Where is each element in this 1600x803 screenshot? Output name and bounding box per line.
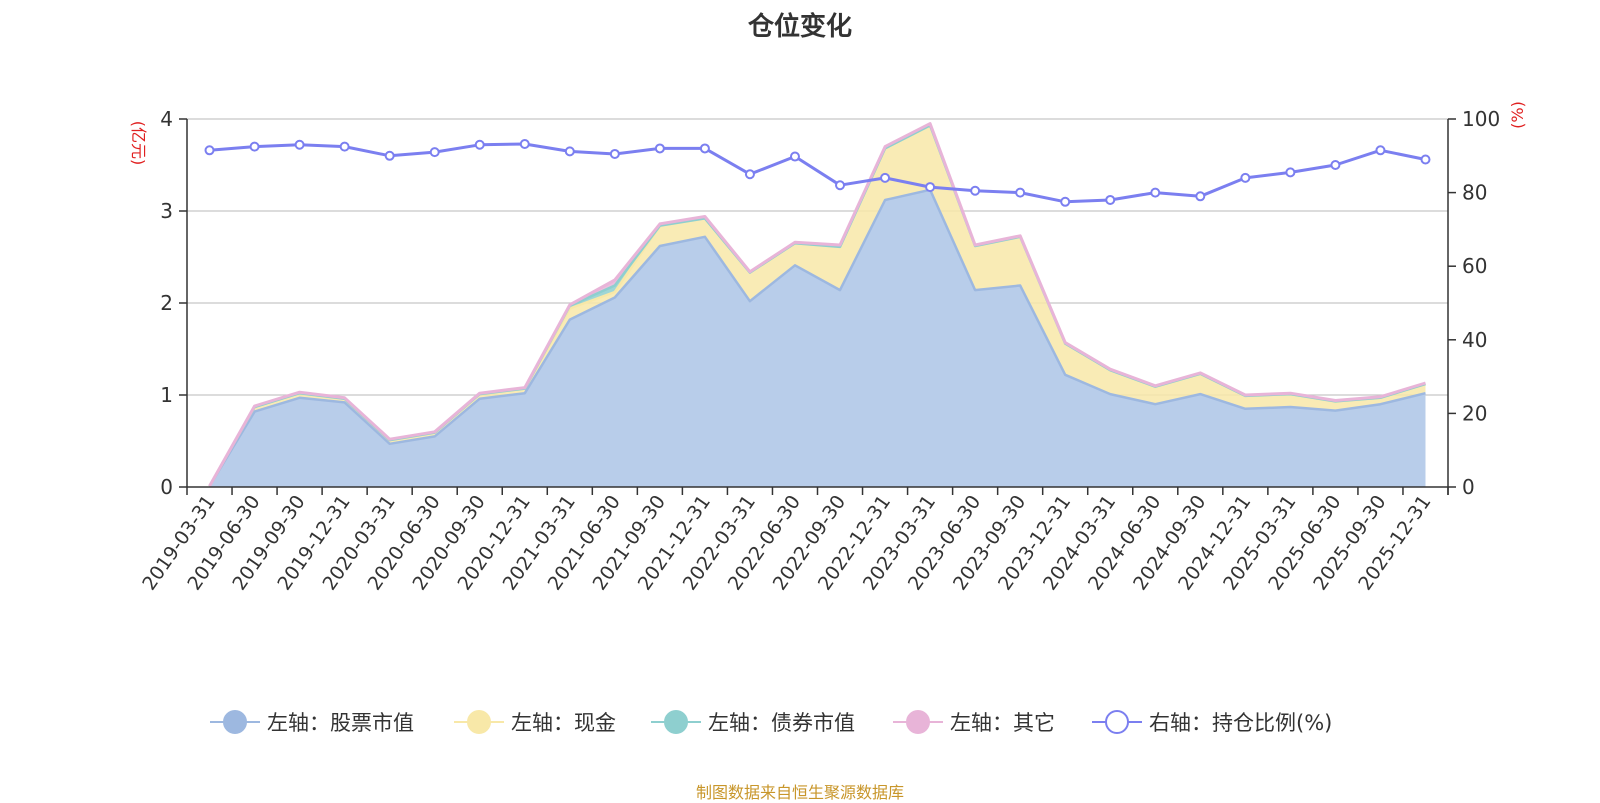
right-axis-tick-label: 0 (1462, 475, 1475, 499)
legend-swatch-marker (467, 710, 491, 734)
ratio-point (1015, 187, 1026, 198)
legend-other[interactable]: 左轴：其它 (893, 710, 1055, 735)
ratio-point (339, 141, 350, 152)
data-source-note: 制图数据来自恒生聚源数据库 (695, 783, 904, 802)
legend-label: 左轴：其它 (950, 711, 1055, 735)
right-axis-unit-label: (%) (1508, 101, 1527, 129)
legend-label: 左轴：债券市值 (708, 711, 855, 735)
legend: 左轴：股票市值 左轴：现金 左轴：债券市值 左轴：其它 右轴：持仓比例(%) (210, 710, 1332, 735)
legend-cash[interactable]: 左轴：现金 (454, 710, 616, 735)
legend-swatch-marker (906, 710, 930, 734)
ratio-point (1105, 194, 1116, 205)
ratio-point (1330, 160, 1341, 170)
left-axis-unit-label: (亿元) (129, 121, 148, 166)
ratio-point (294, 139, 305, 150)
ratio-line (209, 142, 1426, 204)
right-axis-tick-label: 80 (1462, 181, 1487, 205)
left-axis-tick-label: 0 (160, 475, 173, 499)
ratio-point (384, 150, 395, 161)
area-stock-value (209, 189, 1426, 488)
stacked-areas (208, 122, 1426, 488)
legend-label: 左轴：股票市值 (267, 711, 414, 735)
ratio-point (789, 151, 800, 162)
ratio-point (1195, 191, 1206, 202)
ratio-point (925, 182, 936, 193)
left-axis-tick-label: 1 (160, 383, 173, 407)
ratio-point (1150, 187, 1161, 198)
line-stock-value (208, 188, 1426, 487)
ratio-point (609, 148, 620, 159)
ratio-point (835, 180, 846, 191)
ratio-point (564, 146, 575, 157)
legend-bond-value[interactable]: 左轴：债券市值 (651, 710, 855, 735)
ratio-point (1375, 145, 1386, 156)
legend-swatch-marker (664, 710, 688, 734)
ratio-point (744, 169, 755, 180)
ratio-point (519, 139, 530, 150)
ratio-point (1240, 172, 1251, 183)
right-axis-tick-label: 20 (1462, 401, 1487, 425)
right-axis-tick-label: 100 (1462, 107, 1500, 131)
legend-swatch-marker (223, 710, 247, 734)
ratio-point (474, 139, 485, 150)
left-axis-tick-label: 2 (160, 291, 173, 315)
ratio-point (1420, 154, 1431, 165)
ratio-line-layer (204, 139, 1431, 207)
legend-stock-value[interactable]: 左轴：股票市值 (210, 710, 414, 735)
ratio-point (970, 185, 981, 196)
ratio-point (249, 141, 260, 152)
legend-label: 左轴：现金 (511, 711, 616, 735)
ratio-point (880, 172, 891, 183)
ratio-point (1060, 196, 1071, 207)
legend-swatch-marker (1105, 710, 1129, 734)
right-axis-tick-label: 40 (1462, 328, 1487, 352)
line-other (208, 122, 1426, 487)
ratio-point (429, 147, 440, 158)
left-axis-tick-label: 4 (160, 107, 173, 131)
legend-ratio[interactable]: 右轴：持仓比例(%) (1092, 710, 1332, 735)
ratio-point (204, 145, 215, 156)
ratio-point (654, 143, 665, 154)
chart-title: 仓位变化 (747, 12, 852, 42)
ratio-point (699, 143, 710, 154)
legend-label: 右轴：持仓比例(%) (1149, 711, 1332, 735)
right-axis-tick-label: 60 (1462, 254, 1487, 278)
ratio-point (1285, 167, 1296, 178)
left-axis-tick-label: 3 (160, 199, 173, 223)
